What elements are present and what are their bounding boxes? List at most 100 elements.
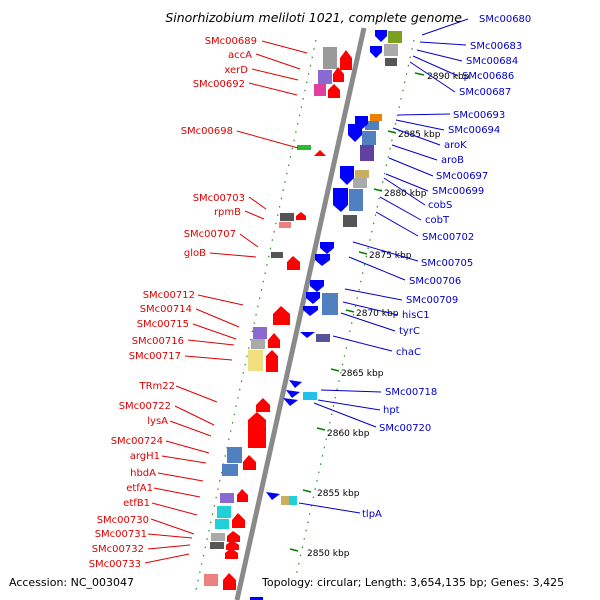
gene-arrow-smc00709 bbox=[310, 280, 324, 292]
gene-label: lysA bbox=[147, 416, 168, 427]
gene-arrow-chaC bbox=[300, 332, 315, 338]
footer-accession-bg bbox=[6, 573, 154, 590]
tick-mark bbox=[373, 188, 383, 192]
gene-feature-smc00715 bbox=[251, 339, 265, 349]
gene-arrow-smc00731 bbox=[227, 531, 240, 542]
tick-mark bbox=[316, 427, 326, 431]
gene-feature-smc00730 bbox=[215, 519, 229, 529]
gene-feature-smc00703 bbox=[280, 213, 294, 221]
tick-label: 2850 kbp bbox=[307, 549, 350, 559]
tick-label: 2890 kbp bbox=[427, 72, 470, 82]
gene-arrow-smc00732 bbox=[226, 540, 239, 550]
tick-label: 2865 kbp bbox=[341, 369, 384, 379]
tick-mark bbox=[358, 251, 368, 255]
gene-arrow-bottom-1 bbox=[223, 573, 236, 590]
gene-label: SMc00697 bbox=[436, 171, 488, 182]
gene-label: hpt bbox=[383, 405, 400, 416]
left-leader-lines bbox=[144, 40, 308, 564]
gene-label: SMc00686 bbox=[462, 71, 514, 82]
gene-arrow-smc00698 bbox=[314, 150, 326, 156]
gene-label: gloB bbox=[184, 248, 206, 259]
gene-feature-smc00702 bbox=[343, 215, 357, 227]
gene-feature-hisC1 bbox=[322, 293, 338, 315]
gene-label: SMc00712 bbox=[143, 290, 195, 301]
gene-arrow-trm22 bbox=[256, 398, 270, 412]
gene-label: tlpA bbox=[362, 509, 382, 520]
gene-arrow-accA bbox=[340, 50, 352, 70]
gene-label: cobT bbox=[425, 215, 450, 226]
gene-arrow-globB bbox=[287, 256, 300, 270]
tick-mark bbox=[289, 548, 299, 552]
gene-label: SMc00684 bbox=[466, 56, 518, 67]
map-title: Sinorhizobium meliloti 1021, complete ge… bbox=[165, 10, 462, 25]
gene-label: SMc00709 bbox=[406, 295, 458, 306]
gene-arrow-smc00680 bbox=[375, 30, 387, 42]
gene-feature-smc00687 bbox=[385, 58, 397, 66]
left-gene-labels: SMc00689 accA xerD SMc00692 SMc00698 SMc… bbox=[89, 36, 257, 570]
gene-feature-aroB bbox=[360, 145, 374, 161]
gene-label: SMc00733 bbox=[89, 559, 141, 570]
gene-label: SMc00699 bbox=[432, 186, 484, 197]
gene-feature-smc00694 bbox=[365, 121, 379, 130]
gene-arrow-xerD bbox=[333, 67, 344, 82]
gene-feature-smc00683 bbox=[388, 31, 402, 43]
kbp-ticks: 2890 kbp 2885 kbp 2880 kbp 2875 kbp 2870… bbox=[289, 72, 470, 559]
gene-arrow-tlpA bbox=[266, 492, 280, 500]
gene-arrow-cobS bbox=[333, 188, 348, 212]
gene-arrow-bottom-2 bbox=[250, 597, 263, 600]
accession-text: Accession: NC_003047 bbox=[9, 576, 134, 589]
tick-label: 2855 kbp bbox=[317, 489, 360, 499]
forward-strand-features bbox=[204, 47, 352, 590]
gene-feature-etfB1 bbox=[217, 506, 231, 518]
gene-arrow-smc00703 bbox=[296, 212, 306, 220]
gene-label: SMc00680 bbox=[479, 14, 531, 25]
gene-label: xerD bbox=[224, 65, 248, 76]
gene-feature-smc00693 bbox=[370, 114, 382, 121]
gene-feature-accA bbox=[318, 70, 332, 84]
gene-arrow-etfA1 bbox=[237, 489, 248, 502]
gene-arrow-tyrC bbox=[303, 306, 318, 316]
tick-label: 2880 kbp bbox=[384, 189, 427, 199]
tick-label: 2875 kbp bbox=[369, 251, 412, 261]
gene-label: SMc00724 bbox=[111, 436, 163, 447]
gene-label: SMc00692 bbox=[193, 79, 245, 90]
gene-feature-smc00724 bbox=[227, 447, 242, 463]
track-guide-right bbox=[292, 39, 415, 591]
tick-mark bbox=[345, 309, 355, 313]
gene-feature-cobS bbox=[349, 189, 363, 211]
gene-label: SMc00706 bbox=[409, 276, 461, 287]
gene-label: hisC1 bbox=[402, 310, 430, 321]
gene-feature-smc00707 bbox=[271, 252, 283, 258]
gene-label: etfA1 bbox=[126, 483, 153, 494]
tick-label: 2870 kbp bbox=[356, 309, 399, 319]
gene-label: SMc00687 bbox=[459, 87, 511, 98]
gene-label: SMc00730 bbox=[97, 515, 149, 526]
gene-arrow-smc00705 bbox=[320, 242, 334, 254]
gene-label: etfB1 bbox=[123, 498, 150, 509]
gene-label: cobS bbox=[428, 200, 452, 211]
tick-mark bbox=[302, 489, 312, 493]
gene-feature-smc00689 bbox=[323, 47, 337, 69]
tick-label: 2885 kbp bbox=[398, 130, 441, 140]
gene-feature-etfA1 bbox=[220, 493, 234, 503]
gene-feature-smc00717 bbox=[248, 350, 263, 371]
gene-feature-smc00732 bbox=[210, 542, 224, 549]
gene-label: aroK bbox=[444, 140, 467, 151]
gene-label: argH1 bbox=[130, 451, 160, 462]
gene-label: SMc00720 bbox=[379, 423, 431, 434]
gene-arrow-smc00717 bbox=[266, 350, 278, 372]
gene-label: SMc00702 bbox=[422, 232, 474, 243]
gene-label: SMc00683 bbox=[470, 41, 522, 52]
gene-arrow-smc00686 bbox=[370, 46, 382, 58]
tick-label: 2860 kbp bbox=[327, 429, 370, 439]
gene-feature-tlpA-2 bbox=[289, 496, 297, 505]
gene-feature-hbdA bbox=[222, 464, 238, 476]
gene-label: hbdA bbox=[130, 468, 156, 479]
gene-label: tyrC bbox=[399, 326, 420, 337]
gene-label: SMc00694 bbox=[448, 125, 500, 136]
gene-arrow-lysA bbox=[248, 412, 266, 448]
gene-arrow-smc00720 bbox=[283, 398, 298, 406]
gene-feature-smc00698 bbox=[297, 145, 311, 150]
reverse-strand-features bbox=[250, 30, 402, 600]
